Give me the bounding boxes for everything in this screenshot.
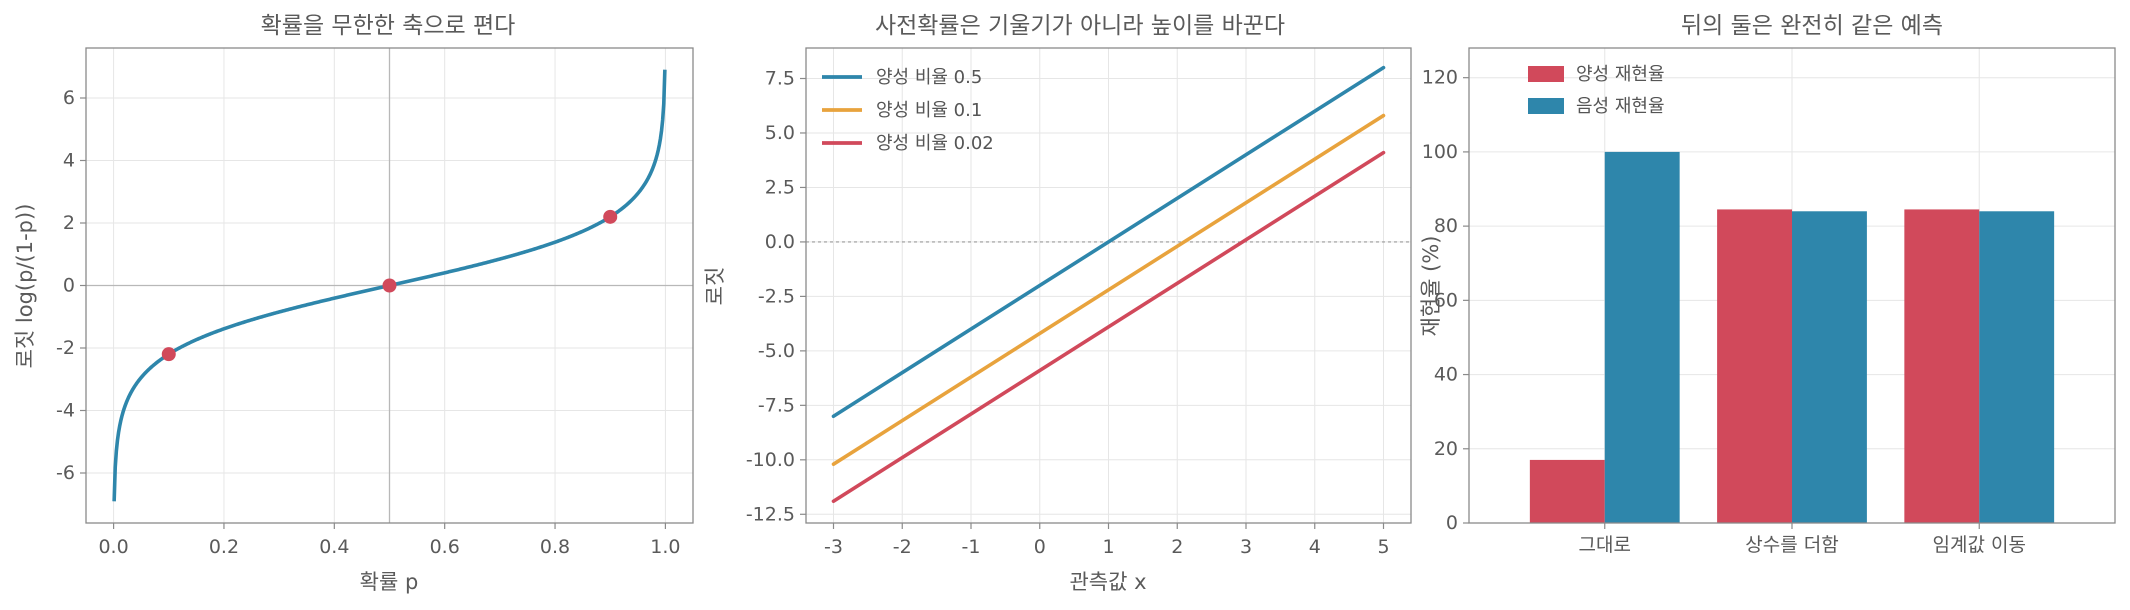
panel2-x-tick-label: -3 bbox=[824, 536, 843, 558]
panel2-y-tick-label: -12.5 bbox=[746, 503, 795, 525]
panel2-y-tick-label: -10.0 bbox=[746, 449, 795, 471]
legend-swatch bbox=[1528, 98, 1564, 114]
panel1-x-tick-label: 0.6 bbox=[430, 536, 460, 558]
legend-label: 양성 재현율 bbox=[1576, 64, 1665, 85]
panel1-y-tick-label: 0 bbox=[63, 275, 75, 297]
panel1-y-tick-label: -2 bbox=[56, 337, 75, 359]
panel2-x-label: 관측값 x bbox=[1069, 570, 1146, 594]
panel3-y-tick-label: 20 bbox=[1434, 438, 1458, 460]
panel3-category-label: 그대로 bbox=[1579, 534, 1631, 556]
panel2-legend: 양성 비율 0.5 양성 비율 0.1 양성 비율 0.02 bbox=[822, 67, 994, 154]
legend-label: 양성 비율 0.02 bbox=[876, 133, 994, 154]
panel2-y-tick-label: -2.5 bbox=[758, 285, 795, 307]
panel2-title: 사전확률은 기울기가 아니라 높이를 바꾼다 bbox=[875, 13, 1285, 39]
panel1-points bbox=[161, 209, 618, 362]
recall-bar bbox=[1904, 209, 1980, 523]
legend-label: 양성 비율 0.1 bbox=[876, 100, 982, 121]
panel1-y-tick-label: 2 bbox=[63, 212, 75, 234]
panel2-y-tick-label: 0.0 bbox=[765, 231, 795, 253]
panel3-x-ticks: 그대로 상수를 더함 임계값 이동 bbox=[1579, 523, 2026, 556]
panel3-y-label: 재현율 (%) bbox=[1419, 236, 1443, 337]
panel3-y-tick-label: 40 bbox=[1434, 364, 1458, 386]
panel2-y-tick-label: 5.0 bbox=[765, 122, 795, 144]
logit-marker-point bbox=[382, 278, 397, 293]
panel2-x-tick-label: -1 bbox=[962, 536, 981, 558]
panel2-x-tick-label: 3 bbox=[1240, 536, 1252, 558]
recall-bar bbox=[1792, 211, 1867, 523]
prior-line-series-1 bbox=[831, 113, 1386, 466]
prior-line-series-0 bbox=[831, 65, 1386, 419]
panel2-lines bbox=[831, 65, 1386, 504]
prior-shift-panel: 사전확률은 기울기가 아니라 높이를 바꾼다 -3 -2 -1 0 1 2 3 4 5 -12.… bbox=[703, 13, 1412, 594]
panel2-y-label: 로짓 bbox=[703, 267, 727, 306]
panel2-x-tick-label: 2 bbox=[1171, 536, 1183, 558]
panel1-y-ticks: -6 -4 -2 0 2 4 6 bbox=[56, 87, 86, 484]
legend-label: 양성 비율 0.5 bbox=[876, 67, 982, 88]
logit-marker-point bbox=[161, 347, 176, 362]
panel1-y-tick-label: -6 bbox=[56, 462, 75, 484]
logit-marker-point bbox=[603, 209, 618, 224]
panel2-y-tick-label: -7.5 bbox=[758, 394, 795, 416]
panel1-y-tick-label: 6 bbox=[63, 87, 75, 109]
panel2-x-tick-label: 1 bbox=[1102, 536, 1114, 558]
panel2-x-ticks: -3 -2 -1 0 1 2 3 4 5 bbox=[824, 523, 1390, 558]
recall-bar bbox=[1604, 151, 1680, 523]
panel3-bars bbox=[1529, 151, 2055, 523]
panel3-category-label: 임계값 이동 bbox=[1933, 534, 2026, 556]
panel3-y-tick-label: 120 bbox=[1422, 67, 1458, 89]
panel1-x-tick-label: 0.8 bbox=[540, 536, 570, 558]
recall-bar bbox=[1717, 209, 1792, 523]
panel3-y-tick-label: 0 bbox=[1446, 512, 1458, 534]
panel1-y-tick-label: -4 bbox=[56, 400, 75, 422]
recall-bar-panel: 뒤의 둘은 완전히 같은 예측 그대로 상수를 더함 임계값 이동 0 20 40 60 8… bbox=[1419, 13, 2116, 556]
legend-swatch bbox=[1528, 66, 1564, 82]
panel2-x-tick-label: 0 bbox=[1034, 536, 1046, 558]
panel3-category-label: 상수를 더함 bbox=[1745, 534, 1838, 556]
panel1-x-tick-label: 1.0 bbox=[650, 536, 680, 558]
panel3-y-tick-label: 100 bbox=[1422, 141, 1458, 163]
panel1-x-tick-label: 0.0 bbox=[98, 536, 128, 558]
panel1-y-tick-label: 4 bbox=[63, 150, 75, 172]
legend-label: 음성 재현율 bbox=[1576, 96, 1665, 117]
panel3-y-ticks: 0 20 40 60 80 100 120 bbox=[1422, 67, 1469, 534]
prior-line-series-2 bbox=[831, 150, 1386, 504]
panel3-y-tick-label: 60 bbox=[1434, 289, 1458, 311]
panel3-title: 뒤의 둘은 완전히 같은 예측 bbox=[1681, 13, 1943, 39]
panel1-x-tick-label: 0.4 bbox=[319, 536, 349, 558]
panel2-x-tick-label: 4 bbox=[1309, 536, 1321, 558]
panel1-title: 확률을 무한한 축으로 편다 bbox=[261, 13, 516, 39]
panel2-y-tick-label: 7.5 bbox=[765, 68, 795, 90]
logit-curve-panel: 확률을 무한한 축으로 편다 0.0 0.2 0.4 0.6 0.8 1.0 -6 -4 -2… bbox=[13, 13, 694, 594]
recall-bar bbox=[1979, 211, 2055, 523]
panel3-y-tick-label: 80 bbox=[1434, 215, 1458, 237]
panel1-x-tick-label: 0.2 bbox=[209, 536, 239, 558]
recall-bar bbox=[1529, 459, 1605, 523]
panel2-x-tick-label: -2 bbox=[893, 536, 912, 558]
panel2-y-tick-label: 2.5 bbox=[765, 176, 795, 198]
panel2-x-tick-label: 5 bbox=[1377, 536, 1389, 558]
panel2-y-ticks: -12.5 -10.0 -7.5 -5.0 -2.5 0.0 2.5 5.0 7.5 bbox=[746, 68, 806, 525]
panel1-y-label: 로짓 log(p/(1-p)) bbox=[13, 204, 37, 369]
panel1-x-ticks: 0.0 0.2 0.4 0.6 0.8 1.0 bbox=[98, 523, 681, 558]
panel1-x-label: 확률 p bbox=[360, 570, 419, 594]
panel2-y-tick-label: -5.0 bbox=[758, 340, 795, 362]
